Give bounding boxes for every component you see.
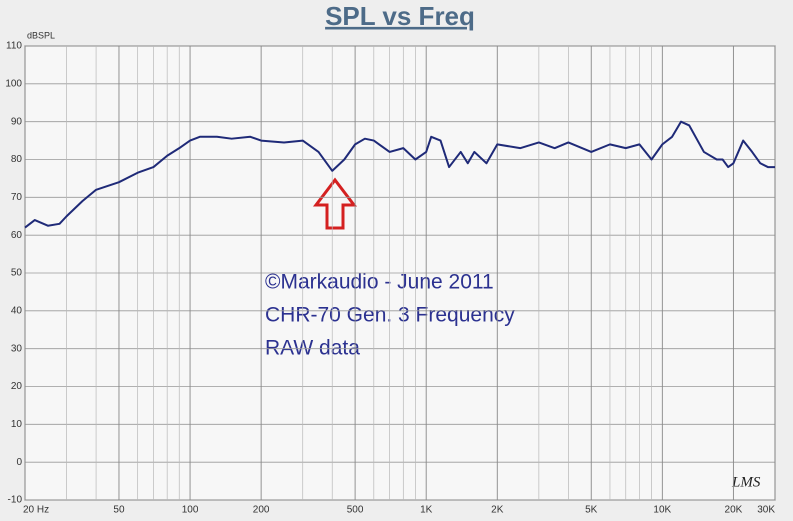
y-tick-label: 30 (11, 343, 23, 354)
arrow (312, 177, 358, 230)
x-tick-label: 30K (757, 505, 775, 516)
annotation: CHR-70 Gen. 3 Frequency (265, 304, 515, 327)
x-tick-label: 200 (253, 505, 270, 516)
watermark: LMS (731, 474, 761, 490)
x-tick-label: 1K (420, 505, 433, 516)
chart-title: SPL vs Freq (325, 1, 475, 31)
y-tick-label: 70 (11, 192, 23, 203)
y-axis-label: dBSPL (27, 30, 55, 40)
annotation: ©Markaudio - June 2011 (265, 271, 494, 294)
y-tick-label: 50 (11, 268, 23, 279)
y-tick-label: 100 (5, 78, 22, 89)
annotation: RAW data (265, 337, 360, 360)
y-tick-label: 90 (11, 116, 23, 127)
x-tick-label: 100 (182, 505, 199, 516)
y-tick-label: -10 (8, 495, 23, 506)
x-tick-label: 5K (585, 505, 598, 516)
x-tick-label: 500 (347, 505, 364, 516)
spl-curve (24, 120, 775, 229)
x-tick-label: 10K (653, 505, 671, 516)
y-tick-label: 10 (11, 419, 23, 430)
y-tick-label: 110 (6, 41, 22, 52)
x-tick-label: 50 (113, 505, 125, 516)
y-tick-label: 20 (11, 381, 23, 392)
x-tick-label: 20 Hz (23, 505, 49, 516)
y-tick-label: 40 (11, 305, 23, 316)
x-tick-label: 2K (491, 505, 504, 516)
y-tick-label: 80 (11, 154, 23, 165)
x-tick-label: 20K (725, 505, 743, 516)
y-tick-label: 0 (16, 457, 22, 468)
y-tick-label: 60 (11, 230, 23, 241)
